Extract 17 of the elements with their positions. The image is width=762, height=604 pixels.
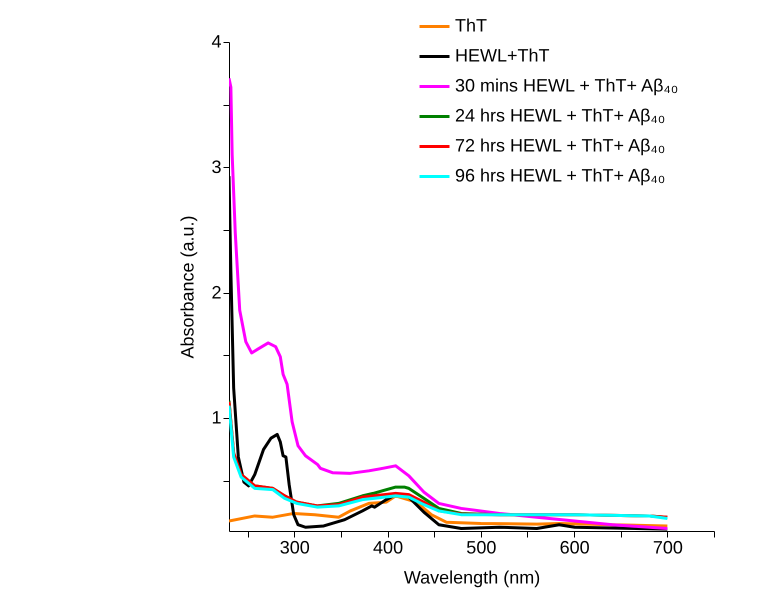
y-tick-label: 1 [211,408,222,428]
legend-label: 72 hrs HEWL + ThT+ Aβ₄₀ [455,136,666,156]
legend-label: ThT [455,16,488,36]
x-tick-label: 700 [652,538,683,558]
legend-label: 96 hrs HEWL + ThT+ Aβ₄₀ [455,166,666,186]
x-axis-title: Wavelength (nm) [404,568,540,588]
y-axis-title: Absorbance (a.u.) [177,215,198,359]
x-tick-label: 300 [280,538,310,558]
y-tick-label: 2 [211,282,222,302]
legend-label: 30 mins HEWL + ThT+ Aβ₄₀ [455,76,678,96]
x-tick-label: 400 [373,538,404,558]
y-tick-label: 4 [211,32,222,52]
x-tick-label: 500 [466,538,496,558]
legend-label: HEWL+ThT [455,46,550,66]
y-tick-label: 3 [211,156,222,177]
x-tick-label: 600 [560,538,590,558]
legend-label: 24 hrs HEWL + ThT+ Aβ₄₀ [455,106,666,126]
